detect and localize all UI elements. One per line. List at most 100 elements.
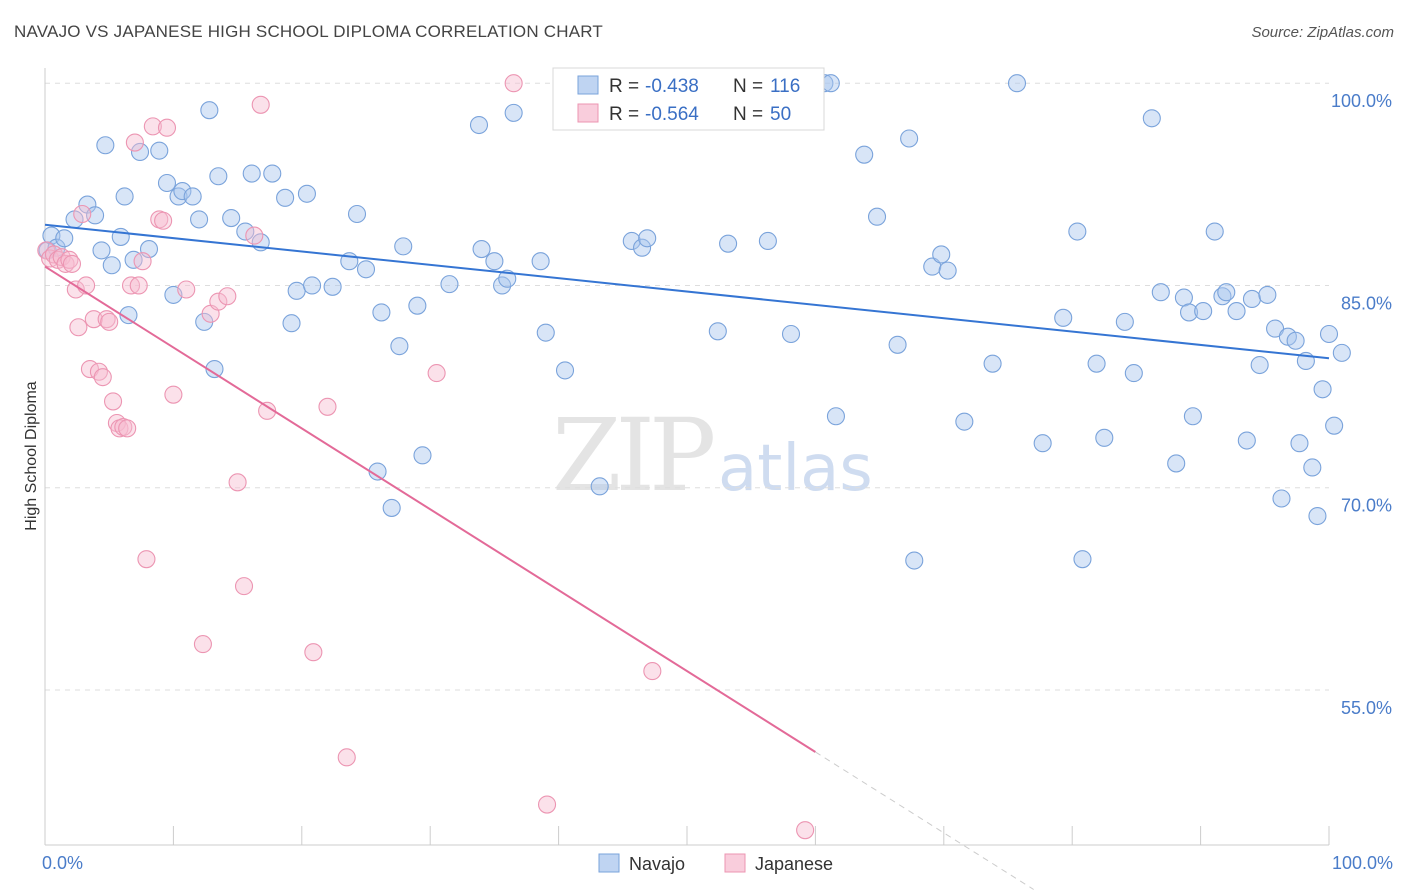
data-point	[932, 245, 951, 264]
data-point	[1250, 355, 1269, 375]
data-point	[382, 498, 401, 517]
data-point	[200, 101, 219, 120]
data-point	[413, 446, 432, 465]
data-point	[1227, 302, 1246, 321]
data-point	[955, 412, 974, 431]
data-point	[86, 206, 105, 225]
data-point	[900, 129, 919, 148]
trend-line-navajo	[44, 223, 1330, 360]
data-point	[69, 318, 88, 337]
data-point	[638, 229, 657, 248]
series-legend: Navajo Japanese	[598, 853, 833, 874]
data-point	[536, 323, 555, 342]
data-point	[719, 234, 738, 253]
data-point	[1087, 354, 1106, 373]
data-point	[758, 231, 777, 251]
trend-line-japanese	[44, 265, 816, 753]
source-label: Source: ZipAtlas.com	[1251, 24, 1394, 41]
data-point	[372, 303, 391, 322]
series-legend-swatch-navajo	[598, 853, 620, 873]
data-point	[118, 419, 137, 438]
legend-n-label: N =	[733, 76, 763, 97]
data-point	[297, 184, 316, 203]
legend-swatch-navajo	[577, 75, 599, 95]
data-point	[504, 74, 523, 93]
data-point	[218, 287, 237, 306]
data-point	[888, 335, 907, 354]
data-point	[137, 550, 156, 569]
data-point	[504, 103, 523, 122]
data-point	[263, 164, 282, 183]
data-point	[390, 337, 409, 356]
data-point	[209, 167, 228, 186]
data-point	[1332, 343, 1351, 362]
data-point	[1290, 434, 1309, 453]
data-point	[177, 280, 196, 299]
gridlines	[45, 82, 1329, 691]
chart-title: NAVAJO VS JAPANESE HIGH SCHOOL DIPLOMA C…	[14, 22, 604, 41]
data-point	[855, 145, 874, 164]
data-point	[119, 306, 138, 325]
data-point	[1167, 454, 1186, 473]
legend-swatch-japanese	[577, 103, 599, 123]
data-point	[1115, 312, 1134, 331]
data-point	[440, 275, 459, 294]
data-point	[643, 662, 662, 681]
data-point	[531, 252, 550, 271]
data-point	[1286, 331, 1305, 350]
data-point	[190, 210, 209, 229]
series-legend-label-japanese: Japanese	[755, 854, 833, 874]
data-point	[1033, 434, 1052, 453]
data-point	[251, 95, 270, 114]
data-point	[337, 748, 356, 767]
data-point	[66, 280, 85, 299]
data-point	[1272, 489, 1291, 508]
data-point	[55, 229, 74, 248]
trend-lines	[44, 223, 1330, 890]
data-point	[282, 314, 301, 333]
data-point	[318, 397, 337, 416]
axes: 100.0% 85.0% 70.0% 55.0% 0.0% 100.0%	[42, 68, 1393, 873]
legend-n-value: 116	[770, 76, 800, 97]
data-point	[115, 187, 134, 206]
data-point	[102, 256, 121, 275]
data-point	[394, 237, 413, 256]
data-point	[124, 250, 143, 269]
data-point	[796, 821, 815, 840]
data-point	[245, 226, 264, 245]
data-point	[96, 136, 115, 155]
data-point	[1194, 302, 1213, 321]
data-point	[154, 211, 173, 230]
y-axis-label-group: High School Diploma	[23, 381, 40, 531]
data-point	[1183, 407, 1202, 426]
data-point	[1054, 308, 1073, 327]
data-point	[97, 310, 116, 329]
data-point	[164, 385, 183, 404]
data-point	[485, 252, 504, 271]
data-point	[129, 276, 148, 295]
y-tick-label: 55.0%	[1341, 698, 1392, 718]
data-point	[93, 368, 112, 387]
legend-r-label: R =	[609, 104, 639, 125]
data-point	[133, 252, 152, 271]
legend-r-value: -0.438	[645, 76, 699, 97]
x-tick-label: 0.0%	[42, 853, 83, 873]
series-legend-swatch-japanese	[724, 853, 746, 873]
data-point	[1266, 319, 1285, 338]
data-point	[1151, 283, 1170, 302]
data-point	[867, 207, 887, 226]
legend-n-label: N =	[733, 104, 763, 125]
stats-legend: R = -0.438 N = 116 R = -0.564 N = 50	[552, 67, 825, 131]
data-point	[73, 204, 92, 224]
data-point	[130, 142, 150, 162]
data-point	[323, 277, 342, 296]
data-point	[1258, 285, 1277, 304]
watermark: ZIP atlas	[552, 397, 873, 514]
data-point	[209, 292, 228, 311]
data-point	[781, 324, 801, 344]
data-point	[303, 276, 322, 295]
x-tick-label: 100.0%	[1332, 853, 1393, 873]
data-point	[708, 322, 727, 341]
svg-text:ZIP: ZIP	[552, 397, 713, 514]
data-point	[1095, 428, 1114, 447]
